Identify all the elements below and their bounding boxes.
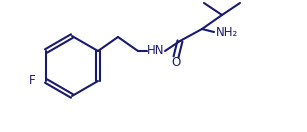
Text: F: F xyxy=(28,74,35,88)
Text: NH₂: NH₂ xyxy=(216,27,238,39)
Text: HN: HN xyxy=(147,44,165,58)
Text: O: O xyxy=(171,56,181,70)
